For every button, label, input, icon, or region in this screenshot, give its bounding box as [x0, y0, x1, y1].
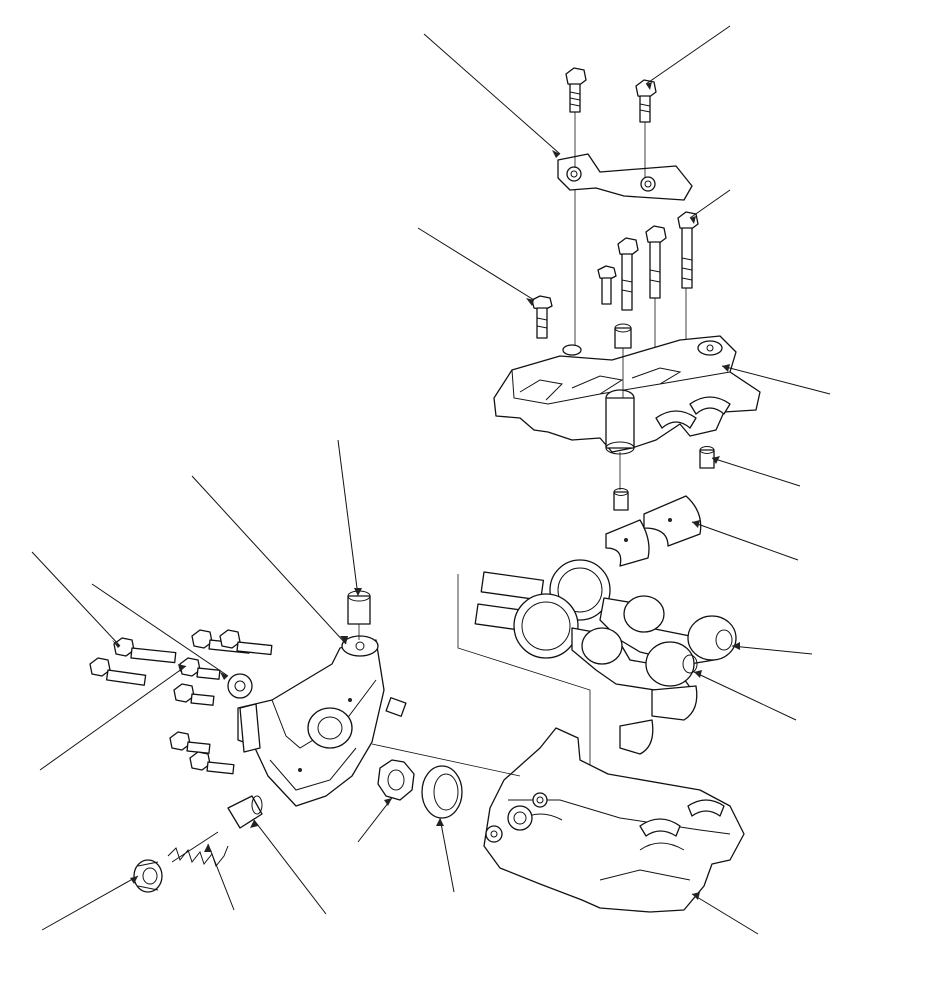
upper-camshaft-holder [493, 335, 761, 455]
dowel-pin-upper [614, 323, 632, 349]
holder-bolt-c [617, 237, 639, 311]
pump-dowel-sleeve [347, 590, 371, 625]
top-bolt-left [565, 67, 587, 113]
lower-bearing-shells [619, 685, 698, 755]
pump-bolt-4 [219, 629, 273, 656]
pump-bolt-1 [113, 637, 177, 664]
holder-bolt-d [645, 225, 667, 299]
pump-dowel-pin [385, 697, 407, 717]
pump-bolt-6 [173, 683, 215, 706]
callout-leaders [31, 25, 831, 935]
pump-bolt-2 [89, 657, 147, 686]
dowel-pin-lower [613, 488, 629, 511]
pump-bolt-5 [179, 657, 221, 680]
upper-bearing-shells [605, 495, 702, 567]
outer-rotor [421, 765, 463, 819]
holder-bolt-a [531, 295, 553, 339]
dowel-pin-side [699, 446, 715, 469]
holder-bolt-b [597, 265, 617, 305]
callout-arrowheads [112, 82, 740, 900]
oil-pump-body [237, 635, 385, 807]
holder-bolt-e [677, 211, 699, 289]
pump-bolt-8 [189, 751, 235, 775]
pump-bolt-7 [169, 731, 211, 754]
lower-camshaft-holder [483, 727, 745, 913]
top-bolt-right [635, 79, 657, 123]
pump-drive-sprocket [227, 673, 253, 699]
sealing-bolt [133, 859, 163, 893]
upper-bracket [557, 153, 693, 201]
inner-rotor [377, 759, 415, 801]
relief-spring [167, 831, 229, 868]
relief-valve [227, 795, 263, 829]
camshaft-front [474, 593, 698, 693]
